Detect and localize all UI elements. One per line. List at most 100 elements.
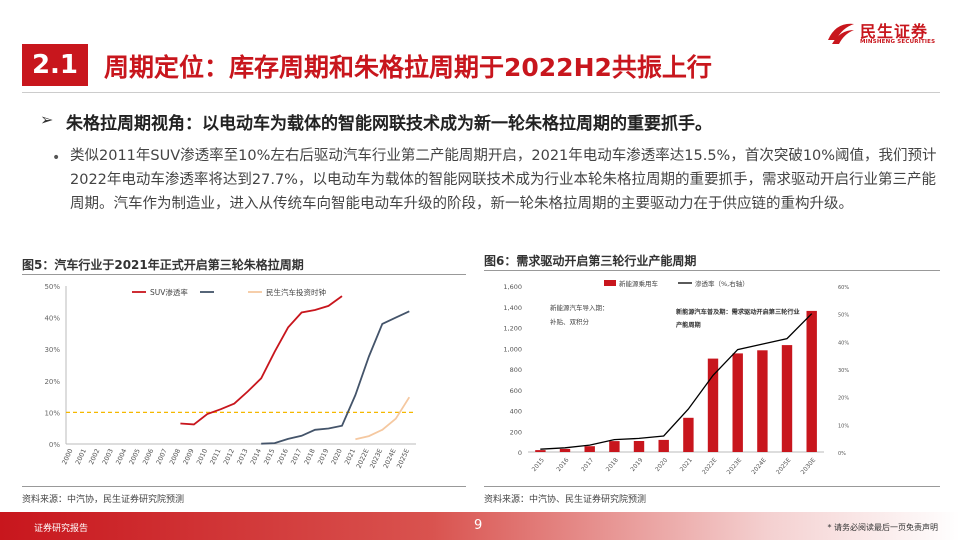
- y-right-tick-label: 0%: [838, 451, 846, 457]
- x-tick-label: 2022E: [701, 457, 719, 476]
- y-tick-label: 10%: [44, 409, 60, 417]
- brand-mark-icon: [828, 23, 854, 44]
- penetration-line: [540, 313, 813, 450]
- y-right-tick-label: 40%: [838, 340, 849, 346]
- legend-swatch-bars: [604, 280, 616, 286]
- fig6-source: 资料来源：中汽协、民生证券研究院预测: [484, 495, 647, 505]
- y-left-tick-label: 0: [518, 449, 522, 457]
- x-tick-label: 2023E: [726, 457, 744, 476]
- y-right-tick-label: 30%: [838, 368, 849, 374]
- bar: [781, 345, 793, 452]
- lead-heading: 朱格拉周期视角：以电动车为载体的智能网联技术成为新一轮朱格拉周期的重要抓手。: [66, 114, 712, 134]
- y-left-tick-label: 1,000: [503, 345, 522, 353]
- y-left-tick-label: 600: [510, 387, 522, 395]
- y-left-tick-label: 1,200: [503, 325, 522, 333]
- y-left-tick-label: 200: [510, 428, 522, 436]
- series-line-2: [355, 396, 411, 441]
- legend-label-bars: 新能源乘用车: [619, 279, 659, 288]
- y-right-tick-label: 50%: [838, 313, 849, 319]
- annotation-import-line: 新能源汽车导入期：: [550, 303, 609, 312]
- x-tick-label: 2015: [262, 447, 276, 465]
- x-tick-label: 2009: [181, 447, 195, 465]
- x-tick-label: 2000: [60, 447, 74, 465]
- fig6-bar-chart: 0 200 400 600 800 1,000 1,200 1,400 1,600 0% 10% 20…: [503, 279, 849, 476]
- x-tick-label: 2006: [141, 447, 155, 465]
- x-tick-label: 2005: [128, 447, 142, 465]
- x-tick-label: 2013: [235, 447, 249, 465]
- x-tick-label: 2015: [531, 457, 546, 473]
- y-right-tick-label: 60%: [838, 285, 849, 291]
- x-tick-label: 2004: [114, 447, 128, 465]
- brand-logo: 民生证券 MINSHENG SECURITIES: [826, 18, 938, 52]
- brand-name-en: MINSHENG SECURITIES: [860, 39, 936, 45]
- x-tick-label: 2016: [276, 447, 290, 465]
- bar: [584, 446, 595, 452]
- bar: [658, 439, 669, 452]
- x-tick-label: 2024E: [750, 457, 768, 476]
- footer-band: [0, 512, 960, 540]
- x-tick-label: 2010: [195, 447, 209, 465]
- x-tick-label: 2030E: [800, 457, 818, 476]
- fig5-bottom-rule: [22, 486, 466, 487]
- x-tick-label: 2017: [580, 457, 595, 473]
- x-tick-label: 2021: [679, 457, 694, 473]
- fig6-title-rule: [484, 270, 940, 271]
- x-tick-label: 2014: [249, 447, 263, 465]
- x-tick-label: 2020: [654, 457, 669, 473]
- bar: [707, 358, 719, 452]
- y-right-tick-label: 20%: [838, 396, 849, 402]
- legend-label-2: 民生汽车投资时钟: [266, 287, 326, 297]
- fig5-title: 图5：汽车行业于2021年正式开启第三轮朱格拉周期: [22, 258, 304, 272]
- bullet-arrow-icon: ➢: [40, 110, 54, 129]
- y-tick-label: 30%: [44, 346, 60, 354]
- bar: [806, 310, 817, 452]
- x-tick-label: 2025E: [395, 447, 411, 469]
- annotation-adoption-line: 新能源汽车普及期：需求驱动开启第三轮行业: [676, 308, 800, 316]
- fig5-line-chart: 0%10%20%30%40%50%2000 2001 2002 2003 2004 200…: [44, 283, 416, 470]
- brand-name-cn: 民生证券: [860, 22, 929, 41]
- legend-label-0: SUV渗透率: [150, 287, 188, 297]
- x-tick-label: 2011: [208, 447, 222, 465]
- bar: [535, 450, 546, 452]
- annotation-adoption-line: 产能周期: [676, 321, 701, 329]
- section-number: 2.1: [22, 44, 88, 86]
- y-right-tick-label: 10%: [838, 423, 849, 429]
- bar: [633, 441, 645, 452]
- x-tick-label: 2025E: [775, 457, 793, 476]
- bar: [683, 417, 694, 452]
- bar: [732, 353, 743, 452]
- x-tick-label: 2003: [101, 447, 115, 465]
- y-left-tick-label: 800: [510, 366, 522, 374]
- bullet-dot-icon: •: [52, 150, 61, 166]
- fig6-bottom-rule: [484, 486, 940, 487]
- x-tick-label: 2018: [605, 457, 620, 473]
- x-tick-label: 2018: [303, 447, 317, 465]
- x-tick-label: 2008: [168, 447, 182, 465]
- y-tick-label: 0%: [49, 441, 60, 449]
- bar: [559, 448, 571, 452]
- series-line-1: [261, 310, 410, 445]
- fig5-source: 资料来源：中汽协，民生证券研究院预测: [22, 495, 185, 505]
- fig5-title-rule: [22, 274, 466, 275]
- footer-report-type: 证券研究报告: [34, 524, 89, 534]
- header-divider: [22, 92, 940, 93]
- fig6-title: 图6：需求驱动开启第三轮行业产能周期: [484, 254, 697, 268]
- x-tick-label: 2019: [629, 457, 644, 473]
- y-left-tick-label: 1,600: [503, 283, 522, 291]
- bar: [757, 350, 768, 452]
- y-tick-label: 20%: [44, 378, 60, 386]
- y-tick-label: 50%: [44, 283, 60, 291]
- x-tick-label: 2002: [87, 447, 101, 465]
- legend-label-line: 渗透率（%,右轴）: [695, 279, 749, 288]
- x-tick-label: 2019: [316, 447, 330, 465]
- series-line-0: [180, 295, 343, 426]
- section-title: 周期定位：库存周期和朱格拉周期于2022H2共振上行: [104, 53, 712, 82]
- annotation-import-line: 补贴、双积分: [550, 317, 590, 326]
- y-left-tick-label: 400: [510, 408, 522, 416]
- footer-disclaimer: * 请务必阅读最后一页免责声明: [827, 523, 938, 532]
- x-tick-label: 2016: [555, 457, 570, 473]
- x-tick-label: 2017: [289, 447, 303, 465]
- x-tick-label: 2007: [155, 447, 169, 465]
- x-tick-label: 2001: [74, 447, 88, 465]
- y-left-tick-label: 1,400: [503, 304, 522, 312]
